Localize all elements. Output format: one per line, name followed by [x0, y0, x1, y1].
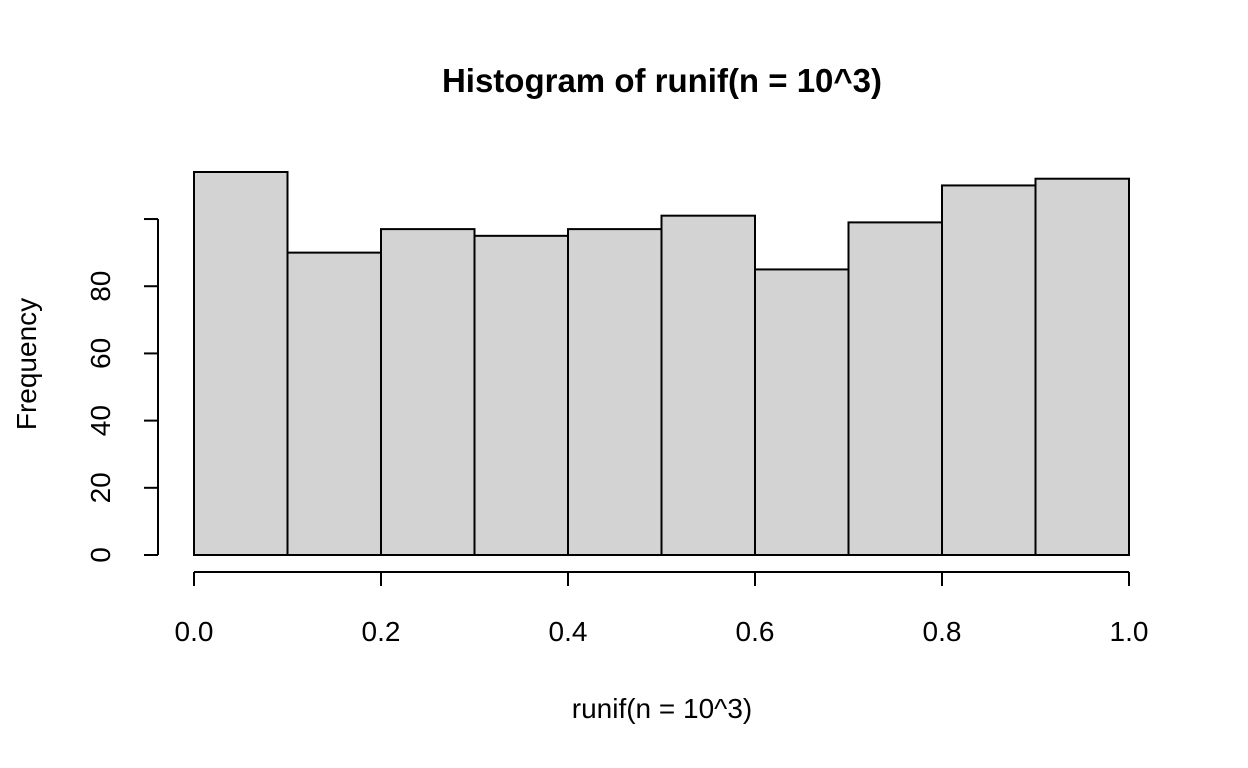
x-tick-label-4: 0.8 [923, 616, 962, 647]
x-tick-label-5: 1.0 [1110, 616, 1149, 647]
y-tick-label-4: 80 [85, 271, 116, 302]
y-tick-label-2: 40 [85, 405, 116, 436]
histogram-bar-5 [660, 214, 756, 556]
x-tick-label-2: 0.4 [549, 616, 588, 647]
histogram-bar-0 [193, 171, 289, 556]
y-tick-label-3: 60 [85, 338, 116, 369]
x-tick-label-3: 0.6 [736, 616, 775, 647]
x-tick-label-0: 0.0 [175, 616, 214, 647]
histogram-bar-7 [847, 221, 943, 556]
histogram-bar-2 [380, 228, 476, 556]
histogram-bar-9 [1034, 177, 1130, 556]
histogram-bar-3 [473, 234, 569, 556]
histogram-bars [193, 171, 1130, 556]
x-tick-label-1: 0.2 [362, 616, 401, 647]
y-tick-label-1: 20 [85, 472, 116, 503]
y-axis: 0 20 40 60 80 [85, 218, 159, 563]
y-axis-label: Frequency [11, 298, 42, 430]
histogram-bar-8 [941, 184, 1037, 556]
histogram-bar-1 [286, 251, 382, 556]
chart-title: Histogram of runif(n = 10^3) [442, 62, 882, 99]
histogram-bar-4 [567, 228, 663, 556]
x-axis-label: runif(n = 10^3) [572, 693, 752, 724]
x-axis: 0.0 0.2 0.4 0.6 0.8 1.0 [175, 571, 1149, 647]
histogram-bar-6 [754, 268, 850, 556]
y-tick-label-0: 0 [85, 547, 116, 563]
